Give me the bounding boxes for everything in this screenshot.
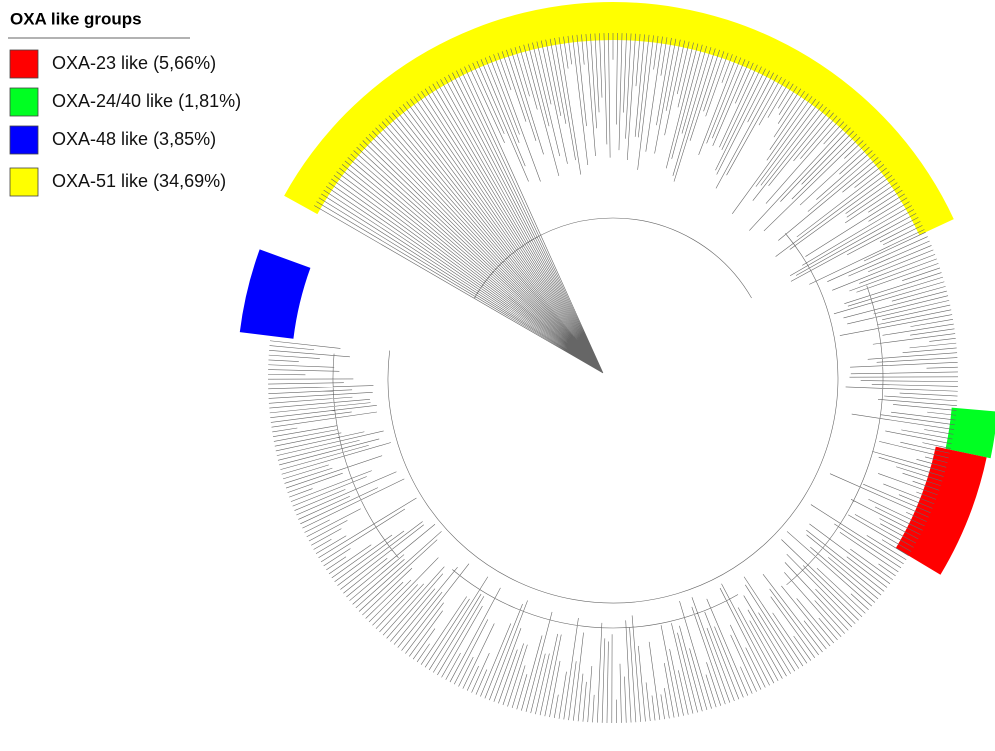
clade-highlight	[945, 407, 995, 459]
legend-label: OXA-51 like (34,69%)	[52, 171, 226, 191]
tree-branches	[268, 33, 958, 723]
group-name: OXA-48 like	[52, 129, 148, 149]
group-share: (34,69%)	[153, 171, 226, 191]
group-name: OXA-51 like	[52, 171, 148, 191]
phylogenetic-tree	[239, 1, 995, 723]
group-share: (1,81%)	[178, 91, 241, 111]
clade-highlight	[895, 446, 987, 575]
legend-label: OXA-23 like (5,66%)	[52, 53, 216, 73]
group-share: (5,66%)	[153, 53, 216, 73]
legend-label: OXA-24/40 like (1,81%)	[52, 91, 241, 111]
legend-title: OXA like groups	[10, 9, 142, 28]
group-name: OXA-24/40 like	[52, 91, 173, 111]
legend-label: OXA-48 like (3,85%)	[52, 129, 216, 149]
legend-swatch	[9, 87, 39, 117]
legend-swatch	[9, 167, 39, 197]
group-share: (3,85%)	[153, 129, 216, 149]
legend-swatch	[9, 49, 39, 79]
clade-highlight	[284, 1, 954, 236]
clade-highlight	[239, 249, 311, 339]
legend-swatch	[9, 125, 39, 155]
group-name: OXA-23 like	[52, 53, 148, 73]
legend: OXA like groups OXA-23 like (5,66%)OXA-2…	[8, 9, 241, 197]
